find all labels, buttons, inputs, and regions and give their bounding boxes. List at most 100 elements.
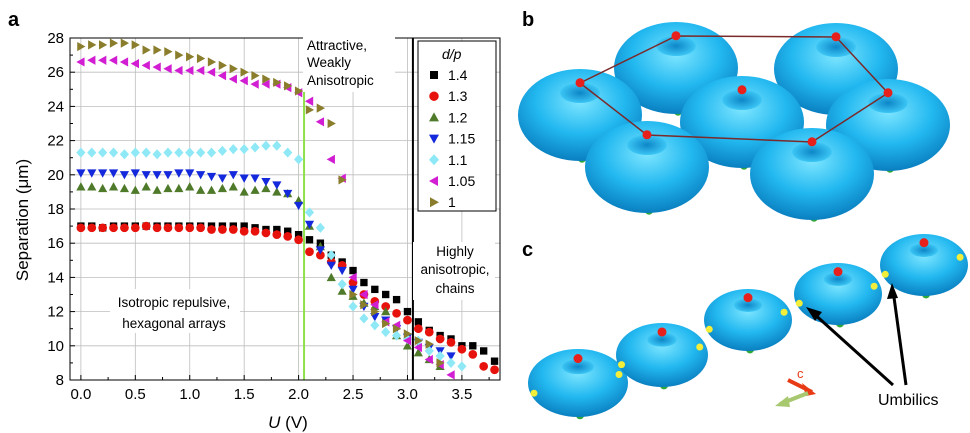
data-point bbox=[359, 289, 368, 300]
data-point bbox=[163, 64, 172, 74]
data-point bbox=[305, 236, 314, 244]
legend-marker bbox=[429, 91, 439, 101]
torus-dimple bbox=[909, 243, 939, 257]
data-point bbox=[217, 174, 228, 183]
data-point bbox=[130, 169, 140, 178]
y-tick-label: 10 bbox=[47, 338, 64, 355]
data-point bbox=[206, 172, 217, 182]
data-point bbox=[196, 223, 206, 233]
legend-title: d/p bbox=[442, 46, 462, 62]
annotation-anisotropic-line1: Highly bbox=[436, 244, 474, 259]
data-point bbox=[262, 74, 271, 84]
data-point bbox=[294, 235, 303, 245]
y-tick-label: 26 bbox=[47, 64, 64, 81]
data-point bbox=[348, 301, 358, 312]
legend-marker bbox=[430, 71, 438, 79]
torus-dimple bbox=[816, 36, 856, 58]
data-point bbox=[261, 79, 270, 89]
umbilic-dot bbox=[615, 371, 623, 378]
panel-label-a: a bbox=[8, 9, 20, 31]
data-point bbox=[382, 290, 390, 299]
data-point bbox=[304, 96, 314, 106]
data-point bbox=[457, 344, 467, 354]
data-point bbox=[326, 250, 336, 261]
y-tick-label: 28 bbox=[47, 30, 64, 47]
data-point bbox=[218, 225, 227, 234]
data-point bbox=[185, 182, 195, 191]
x-axis-unit: (V) bbox=[280, 413, 307, 432]
data-point bbox=[217, 183, 228, 193]
data-point bbox=[185, 65, 194, 76]
legend-label: 1.2 bbox=[448, 109, 468, 125]
series-1 bbox=[77, 38, 445, 368]
legend-label: 1.4 bbox=[448, 67, 468, 83]
data-point bbox=[414, 318, 423, 326]
umbilic-dot bbox=[696, 343, 704, 351]
data-point bbox=[294, 201, 304, 211]
data-point bbox=[196, 53, 206, 64]
torus-body bbox=[585, 121, 709, 213]
data-point bbox=[186, 52, 195, 62]
data-point bbox=[206, 147, 217, 158]
series-1-1 bbox=[76, 140, 467, 372]
data-point bbox=[479, 347, 488, 355]
data-point bbox=[76, 182, 86, 191]
data-point bbox=[261, 177, 271, 187]
legend-label: 1.1 bbox=[448, 152, 468, 168]
data-point bbox=[174, 169, 184, 178]
series-1-2 bbox=[76, 182, 445, 370]
data-point bbox=[228, 74, 237, 84]
torus bbox=[794, 263, 882, 328]
data-point bbox=[337, 266, 347, 276]
data-point bbox=[141, 60, 150, 70]
annotation-attractive-line1: Attractive, bbox=[307, 38, 367, 53]
data-point bbox=[490, 357, 499, 365]
torus bbox=[880, 234, 968, 299]
data-point bbox=[381, 302, 391, 311]
legend-marker bbox=[429, 176, 438, 186]
data-point bbox=[130, 147, 140, 158]
data-point bbox=[108, 55, 118, 65]
data-point bbox=[261, 228, 271, 238]
torus-dimple bbox=[560, 82, 600, 104]
y-axis-label: Separation (μm) bbox=[13, 159, 32, 281]
torus bbox=[704, 289, 792, 354]
data-point bbox=[142, 45, 151, 55]
data-point bbox=[490, 365, 499, 375]
data-point bbox=[76, 169, 86, 178]
data-point bbox=[273, 225, 281, 234]
torus bbox=[585, 121, 709, 215]
torus-dimple bbox=[562, 359, 594, 375]
annotation-isotropic: Isotropic repulsive, hexagonal arrays bbox=[110, 289, 240, 333]
top-defect-dot bbox=[575, 78, 585, 88]
data-point bbox=[108, 182, 119, 191]
top-defect-dot bbox=[883, 88, 893, 98]
data-point bbox=[403, 329, 413, 339]
data-point bbox=[239, 187, 249, 196]
legend-marker bbox=[429, 134, 439, 144]
annotation-attractive-line3: Anisotropic bbox=[307, 73, 374, 88]
data-point bbox=[446, 338, 456, 347]
data-point bbox=[392, 308, 401, 318]
data-point bbox=[359, 313, 369, 324]
data-point bbox=[435, 334, 445, 344]
x-tick-label: 3.0 bbox=[397, 386, 418, 403]
umbilics-label: Umbilics bbox=[878, 392, 938, 409]
axis-ticks bbox=[70, 37, 490, 381]
x-axis-var: U bbox=[268, 413, 281, 432]
data-point bbox=[446, 352, 456, 361]
data-point bbox=[315, 246, 325, 255]
data-point bbox=[164, 47, 173, 57]
y-tick-label: 8 bbox=[56, 372, 64, 389]
legend: d/p 1.4 1.3 1.2 1.15 1.1 1.05 1 bbox=[417, 40, 497, 212]
torus bbox=[750, 128, 874, 222]
panel-label-b: b bbox=[522, 9, 534, 31]
data-point bbox=[109, 223, 118, 233]
umbilic-dot bbox=[705, 325, 713, 333]
y-tick-label: 16 bbox=[47, 235, 64, 252]
annotation-isotropic-line2: hexagonal arrays bbox=[122, 316, 226, 331]
data-point bbox=[316, 103, 325, 113]
data-point bbox=[119, 149, 130, 160]
data-point bbox=[305, 105, 315, 115]
data-point bbox=[174, 223, 184, 233]
